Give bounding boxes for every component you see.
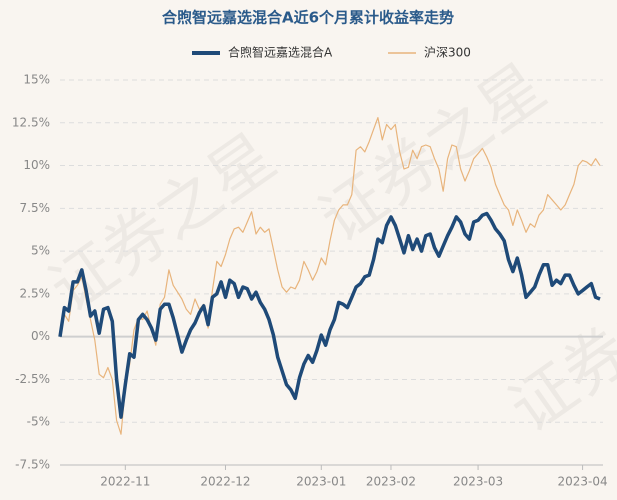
x-tick-label: 2023-02: [366, 475, 416, 489]
x-tick-label: 2023-03: [453, 475, 503, 489]
x-tick-label: 2023-01: [296, 475, 346, 489]
y-tick-label: -2.5%: [15, 372, 50, 386]
y-tick-label: 12.5%: [12, 115, 50, 129]
legend-label: 沪深300: [424, 46, 471, 60]
x-tick-label: 2023-04: [558, 475, 608, 489]
x-tick-label: 2022-12: [200, 475, 250, 489]
y-tick-label: 2.5%: [20, 286, 51, 300]
y-tick-label: 10%: [23, 158, 50, 172]
y-tick-label: -5%: [27, 415, 50, 429]
series-line: [58, 211, 601, 419]
y-tick-label: 7.5%: [20, 201, 51, 215]
y-tick-label: 5%: [31, 244, 50, 258]
x-tick-label: 2022-11: [100, 475, 150, 489]
y-tick-label: -7.5%: [15, 458, 50, 472]
legend-label: 合煦智远嘉选混合A: [228, 45, 333, 60]
chart-title: 合煦智远嘉选混合A近6个月累计收益率走势: [161, 9, 454, 27]
y-tick-label: 0%: [31, 329, 50, 343]
y-tick-label: 15%: [23, 73, 50, 87]
